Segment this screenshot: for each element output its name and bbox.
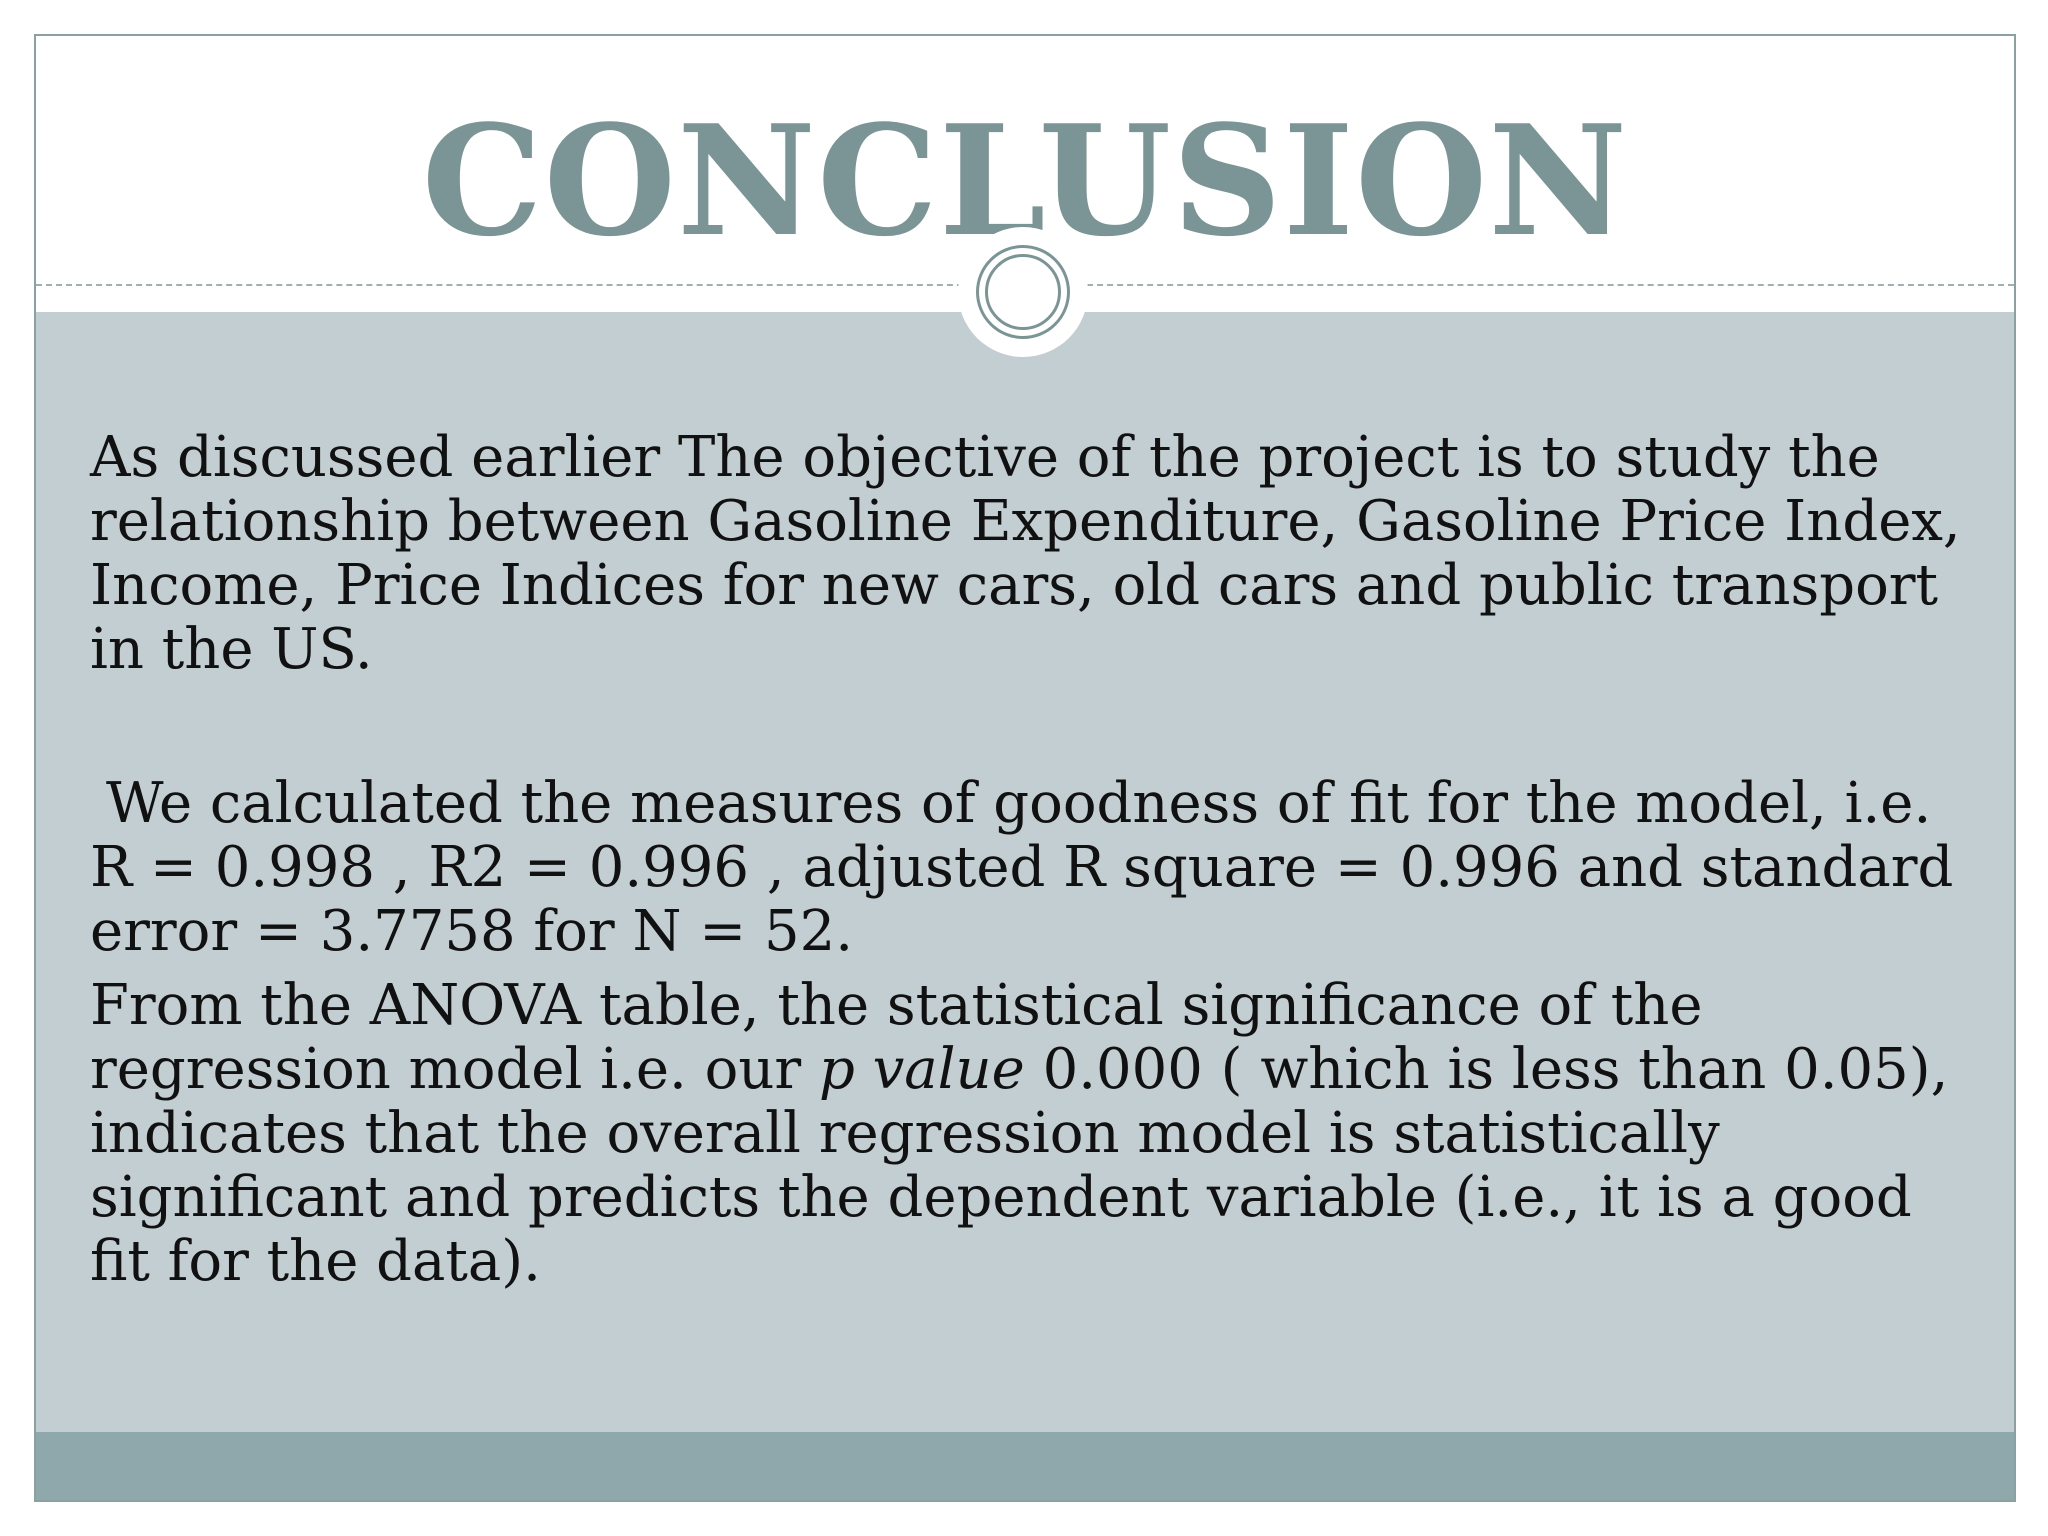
anova-text-end: 0.000 ( which is less than 0.05), indica… bbox=[90, 1037, 1949, 1294]
p-value-term: p value bbox=[818, 1037, 1025, 1102]
paragraph-goodness-of-fit: We calculated the measures of goodness o… bbox=[90, 771, 1954, 964]
footer-bar bbox=[36, 1432, 2014, 1500]
paragraph-anova: From the ANOVA table, the statistical si… bbox=[90, 974, 1980, 1294]
content-panel bbox=[36, 312, 2014, 1432]
paragraph-objective: As discussed earlier The objective of th… bbox=[90, 425, 1961, 682]
anova-text-start: From the ANOVA table, the statistical si… bbox=[90, 973, 1703, 1102]
slide: CONCLUSION As discussed earlier The obje… bbox=[34, 34, 2016, 1502]
circle-ornament-inner-icon bbox=[985, 254, 1061, 330]
slide-body: As discussed earlier The objective of th… bbox=[90, 426, 1980, 1294]
